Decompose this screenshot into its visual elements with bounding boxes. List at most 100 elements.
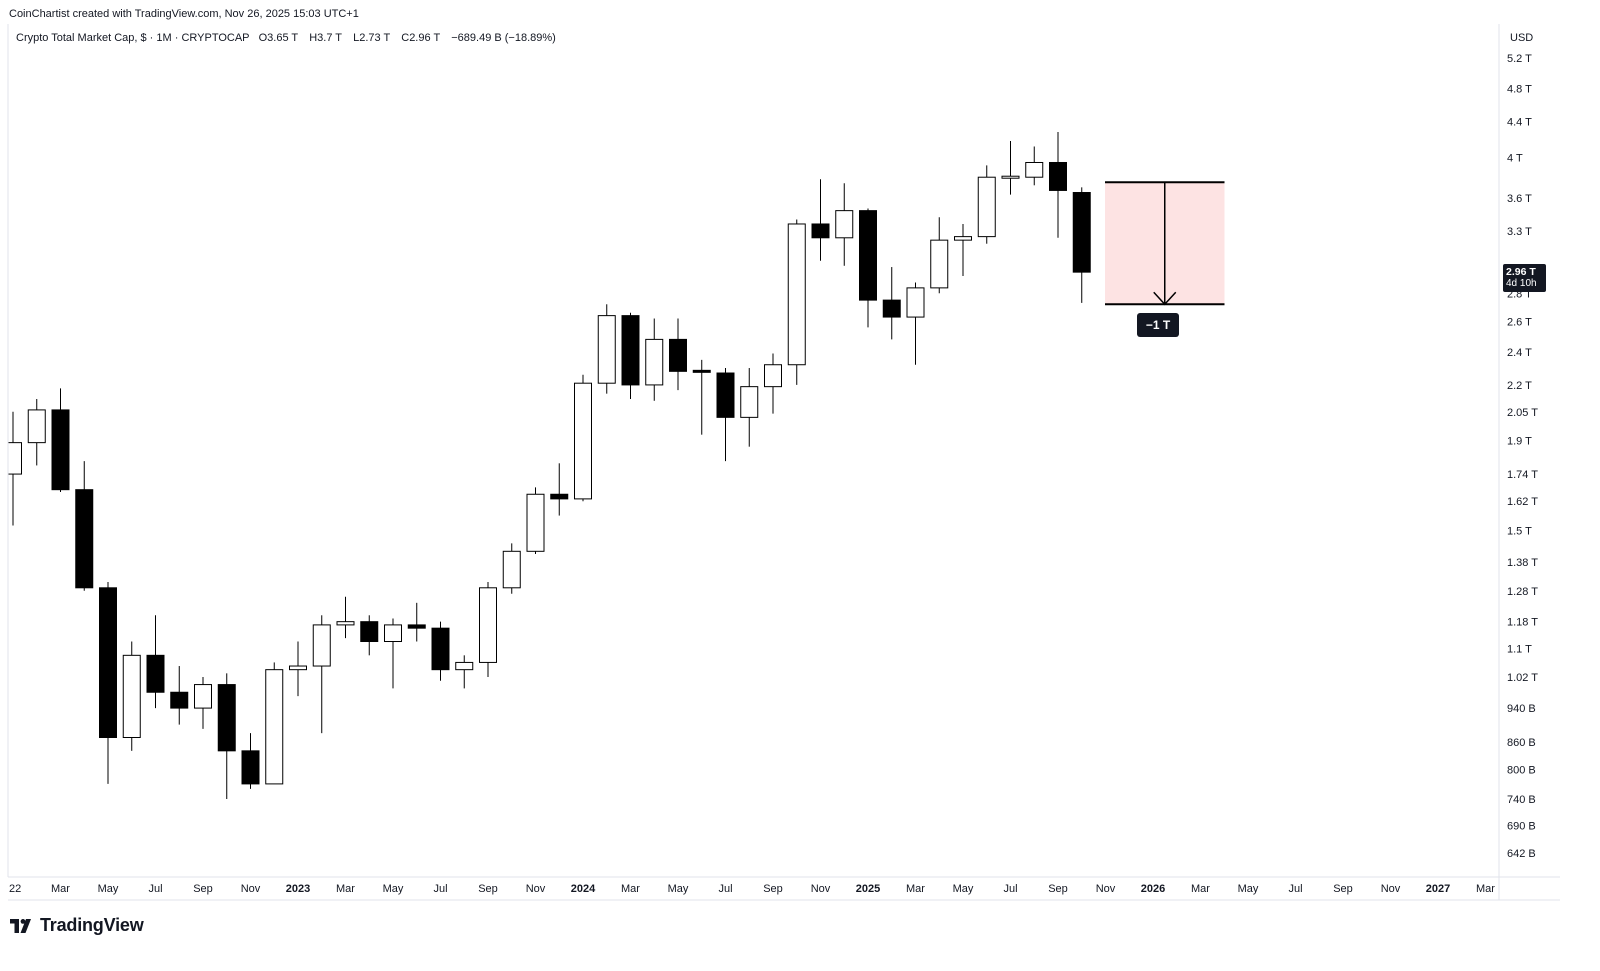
currency-label[interactable]: USD	[1510, 32, 1534, 44]
x-tick-label: Sep	[478, 883, 498, 895]
x-tick-label: Sep	[1048, 883, 1068, 895]
x-tick-label: Mar	[51, 883, 70, 895]
measure-arrow-head-icon	[1153, 291, 1177, 306]
candle-body	[882, 299, 901, 318]
candle-body	[51, 409, 70, 491]
candle	[574, 374, 592, 502]
x-tick-label: May	[1238, 883, 1259, 895]
x-tick-label: May	[383, 883, 404, 895]
x-tick-label: Jul	[718, 883, 732, 895]
x-tick-label: 2025	[856, 883, 880, 895]
y-tick-label: 1.9 T	[1507, 436, 1532, 448]
candle	[502, 543, 521, 594]
candle	[787, 219, 806, 385]
candle-body	[455, 661, 474, 671]
candle-body	[122, 654, 141, 739]
x-tick-label: 2024	[571, 883, 596, 895]
x-tick-label: Mar	[906, 883, 925, 895]
chart-attribution: CoinChartist created with TradingView.co…	[9, 8, 359, 20]
candle-body	[930, 239, 949, 289]
candle	[289, 641, 307, 697]
y-tick-label: 2.05 T	[1507, 407, 1538, 419]
axis-layer: 5.2 T4.8 T4.4 T4 T3.6 T3.3 T2.8 T2.6 T2.…	[7, 24, 1560, 901]
candle	[27, 398, 46, 466]
x-tick-label: Mar	[1476, 883, 1495, 895]
candle	[906, 282, 925, 365]
candle-body	[312, 624, 331, 667]
x-tick-label: Sep	[193, 883, 213, 895]
ohlc-high: H3.7 T	[309, 32, 343, 44]
candle-body	[241, 750, 260, 785]
y-tick-label: 1.18 T	[1507, 617, 1538, 629]
candle-body	[265, 669, 284, 785]
candle-body	[692, 369, 711, 373]
candle-body	[764, 364, 782, 388]
candle	[954, 223, 972, 277]
y-tick-label: 1.02 T	[1507, 672, 1538, 684]
candle-body	[360, 621, 379, 643]
candle	[360, 615, 379, 656]
candle-body	[217, 684, 236, 752]
candle	[692, 359, 711, 435]
y-tick-label: 800 B	[1507, 764, 1536, 776]
candle	[217, 673, 236, 800]
candle	[241, 733, 260, 789]
y-tick-label: 4 T	[1507, 153, 1523, 165]
candle-body	[526, 493, 545, 552]
symbol-info-bar[interactable]: Crypto Total Market Cap, $ · 1M · CRYPTO…	[16, 32, 570, 44]
measure-change-badge: −1 T	[1137, 313, 1179, 337]
y-tick-label: 4.8 T	[1507, 83, 1532, 95]
candle	[122, 641, 141, 751]
candle-body	[550, 493, 569, 500]
candle-body	[27, 409, 46, 444]
candle-body	[431, 627, 450, 671]
y-tick-label: 1.1 T	[1507, 643, 1532, 655]
candle	[146, 615, 165, 709]
candle-body	[787, 223, 806, 366]
x-tick-label: May	[98, 883, 119, 895]
ohlc-close: C2.96 T	[401, 32, 441, 44]
y-tick-label: 3.3 T	[1507, 226, 1532, 238]
x-tick-label: Mar	[1191, 883, 1210, 895]
candle-body	[669, 338, 687, 372]
candle	[1049, 131, 1067, 238]
x-tick-label: May	[953, 883, 974, 895]
candle	[835, 183, 854, 266]
candle-body	[479, 587, 497, 663]
tradingview-logo-icon	[10, 918, 31, 933]
candle	[716, 368, 735, 462]
candle	[99, 581, 117, 784]
x-tick-label: 2027	[1426, 883, 1450, 895]
tradingview-logo[interactable]: TradingView	[10, 915, 144, 936]
candle-body	[835, 210, 854, 239]
tradingview-brand: TradingView	[40, 915, 144, 935]
candle-body	[146, 654, 165, 693]
x-tick-label: 2023	[286, 883, 310, 895]
candle-body	[7, 442, 22, 475]
candle-body	[1049, 161, 1067, 191]
symbol-name[interactable]: Crypto Total Market Cap, $ · 1M · CRYPTO…	[16, 32, 250, 44]
y-tick-label: 1.28 T	[1507, 586, 1538, 598]
ohlc-low: L2.73 T	[353, 32, 391, 44]
candle	[265, 662, 284, 785]
candle	[1001, 140, 1020, 195]
candle	[1072, 187, 1091, 303]
y-tick-label: 5.2 T	[1507, 53, 1532, 65]
candle	[621, 312, 640, 399]
candle	[336, 596, 355, 639]
y-tick-label: 4.4 T	[1507, 116, 1532, 128]
candle-body	[1025, 161, 1044, 178]
candle-body	[811, 223, 830, 239]
candle-body	[645, 338, 664, 386]
candle	[51, 388, 70, 492]
candle-body	[574, 382, 592, 500]
candle-body	[977, 176, 996, 238]
x-tick-label: Nov	[241, 883, 261, 895]
candle-body	[194, 684, 212, 709]
x-tick-label: Nov	[1096, 883, 1116, 895]
y-tick-label: 690 B	[1507, 821, 1536, 833]
x-tick-label: Mar	[621, 883, 640, 895]
candle-body	[289, 665, 307, 671]
ohlc-open: O3.65 T	[258, 32, 299, 44]
